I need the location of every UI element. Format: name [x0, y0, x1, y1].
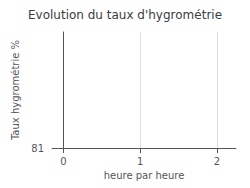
svg-text:81: 81 [31, 143, 44, 154]
svg-text:Evolution du taux d'hygrométri: Evolution du taux d'hygrométrie [28, 8, 222, 22]
svg-text:1: 1 [137, 156, 143, 167]
svg-text:0: 0 [60, 156, 66, 167]
svg-text:Taux hygrométrie %: Taux hygrométrie % [10, 40, 21, 141]
svg-text:heure par heure: heure par heure [104, 170, 185, 181]
svg-text:2: 2 [214, 156, 220, 167]
